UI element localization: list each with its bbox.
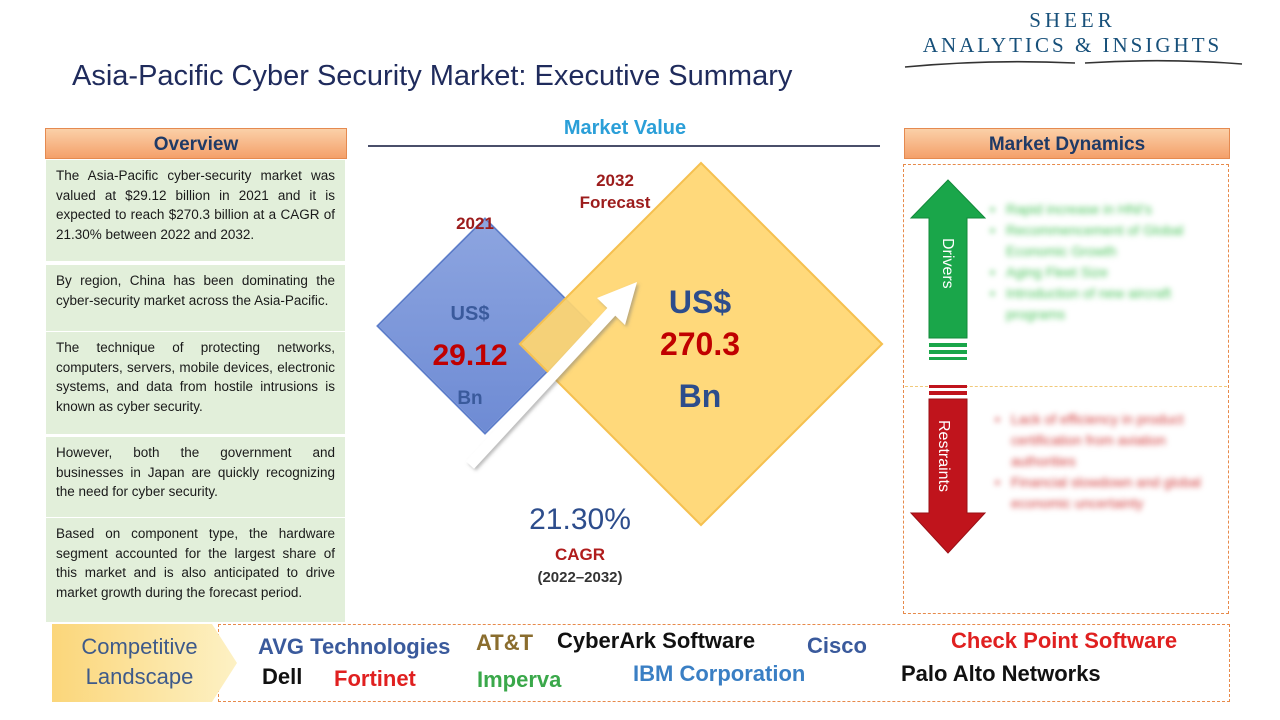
cagr-label: CAGR	[554, 545, 606, 564]
year-2032-text: 2032	[596, 171, 634, 190]
market-dynamics-divider	[905, 386, 1227, 387]
company-palo-alto-networks: Palo Alto Networks	[901, 661, 1101, 686]
logo-swoosh-icon	[904, 59, 1243, 68]
market-value-divider	[368, 145, 880, 147]
overview-header: Overview	[45, 128, 347, 159]
company-imperva: Imperva	[477, 667, 562, 692]
company-check-point-software: Check Point Software	[951, 628, 1178, 653]
driver-item: Aging Fleet Size	[990, 262, 1218, 283]
value-2021-unit: Bn	[457, 388, 483, 409]
company-ibm-corporation: IBM Corporation	[633, 661, 806, 686]
competitive-label-line2: Landscape	[85, 664, 194, 689]
growth-arrow-icon	[465, 282, 637, 469]
year-2021-label: 2021	[456, 214, 494, 233]
restraint-item: Financial slowdown and global economic u…	[995, 472, 1217, 514]
overview-paragraph-3: The technique of protecting networks, co…	[46, 332, 345, 434]
value-2021-number: 29.12	[432, 339, 508, 372]
restraints-label: Restraints	[935, 420, 952, 493]
logo-text-line1: SHEER	[1029, 8, 1116, 32]
overview-paragraph-4: However, both the government and busines…	[46, 437, 345, 517]
company-logo: SHEER ANALYTICS & INSIGHTS	[900, 8, 1245, 70]
restraints-arrow-down-icon	[909, 385, 987, 554]
value-2032-number: 270.3	[659, 326, 741, 362]
market-dynamics-header: Market Dynamics	[904, 128, 1230, 159]
driver-item: Rapid increase in HNI's	[990, 199, 1218, 220]
drivers-label: Drivers	[939, 238, 956, 289]
company-fortinet: Fortinet	[334, 666, 416, 691]
drivers-list: Rapid increase in HNI's Recommencement o…	[990, 199, 1218, 325]
page-title: Asia-Pacific Cyber Security Market: Exec…	[72, 60, 793, 92]
market-dynamics-panel	[903, 164, 1229, 614]
drivers-arrow-up-icon	[909, 179, 987, 360]
restraints-list: Lack of efficiency in product certificat…	[995, 409, 1217, 514]
competitive-landscape-tab	[52, 624, 237, 702]
overview-paragraph-1: The Asia-Pacific cyber-security market w…	[46, 160, 345, 261]
overview-paragraph-5: Based on component type, the hardware se…	[46, 518, 345, 622]
value-2032-unit: Bn	[678, 378, 722, 414]
year-2032-label: 2032 Forecast	[555, 170, 675, 214]
cagr-period: (2022–2032)	[537, 569, 623, 586]
company-avg-technologies: AVG Technologies	[258, 634, 451, 659]
overview-paragraph-2: By region, China has been dominating the…	[46, 265, 345, 331]
driver-item: Introduction of new aircraft programs	[990, 283, 1218, 325]
restraint-item: Lack of efficiency in product certificat…	[995, 409, 1217, 472]
value-2032-currency: US$	[668, 284, 732, 320]
company-dell: Dell	[262, 664, 303, 689]
market-value-header: Market Value	[563, 117, 687, 139]
forecast-text: Forecast	[579, 193, 651, 212]
company-cisco: Cisco	[807, 633, 867, 658]
company-att: AT&T	[476, 630, 534, 655]
cagr-value: 21.30%	[529, 503, 631, 536]
value-2021-currency: US$	[450, 303, 490, 325]
company-cyberark-software: CyberArk Software	[557, 628, 756, 653]
logo-text-line2: ANALYTICS & INSIGHTS	[922, 33, 1223, 57]
driver-item: Recommencement of Global Economic Growth	[990, 220, 1218, 262]
competitive-label-line1: Competitive	[81, 634, 198, 659]
